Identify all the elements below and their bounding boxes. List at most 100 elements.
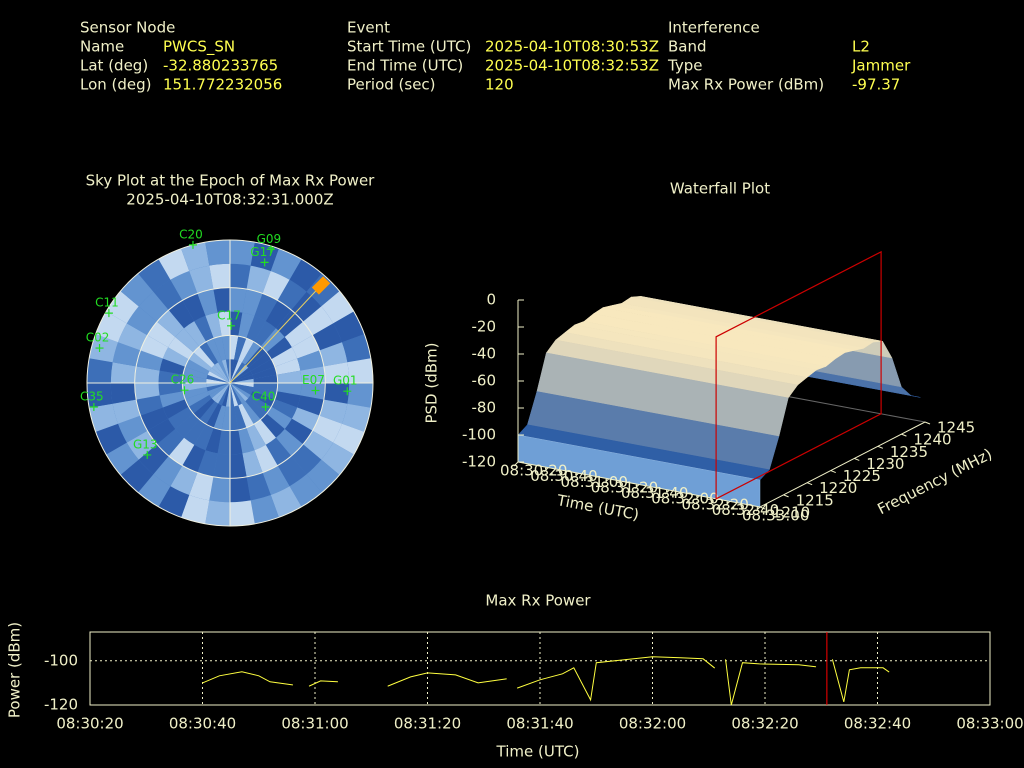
jammer-bearing	[229, 285, 322, 384]
sky-texture	[158, 248, 190, 280]
sky-texture	[252, 366, 277, 379]
sky-texture	[182, 383, 207, 392]
y-tick	[806, 482, 813, 486]
sky-texture	[260, 413, 285, 438]
sky-texture	[183, 366, 208, 379]
z-tick-label: -100	[462, 426, 496, 444]
sky-texture	[159, 358, 186, 375]
z-tick-label: -20	[472, 318, 497, 336]
sky-texture	[230, 371, 253, 383]
sky-texture	[230, 311, 243, 337]
sky-texture	[342, 334, 371, 363]
sky-texture	[230, 500, 255, 526]
satellite	[89, 403, 98, 412]
sky-texture	[276, 429, 303, 456]
y-tick	[901, 433, 907, 437]
y-axis	[759, 421, 926, 508]
sky-texture	[271, 347, 298, 367]
field-label: Lat (deg)	[80, 57, 148, 75]
sky-texture	[246, 472, 271, 501]
chart-subtitle: 2025-04-10T08:32:31.000Z	[126, 191, 333, 209]
sky-texture	[270, 248, 302, 280]
sky-texture	[214, 383, 230, 404]
sky-texture	[234, 405, 247, 430]
y-tick-label: 1225	[843, 467, 881, 485]
sky-texture	[225, 383, 230, 407]
sky-texture	[303, 430, 334, 460]
sky-texture	[181, 242, 210, 271]
sky-texture	[140, 335, 169, 359]
field-value: -97.37	[852, 76, 900, 94]
sky-texture	[140, 407, 169, 431]
sky-texture	[168, 300, 195, 329]
field-value: 151.772232056	[163, 76, 282, 94]
sky-texture	[205, 240, 230, 266]
sky-texture	[246, 315, 266, 342]
satellite	[266, 245, 275, 254]
z-tick-label: -80	[472, 399, 497, 417]
sky-texture	[168, 437, 195, 466]
satellite	[143, 450, 152, 459]
sky-texture	[217, 311, 230, 337]
sky-texture	[153, 456, 183, 487]
y-tick-label: 1220	[819, 479, 857, 497]
sky-texture	[183, 387, 208, 400]
y-tick	[877, 445, 884, 449]
field-value: Jammer	[851, 57, 911, 75]
sky-texture	[214, 362, 230, 383]
sky-texture	[266, 337, 292, 360]
x-tick	[634, 484, 640, 489]
sky-texture	[333, 311, 365, 343]
sky-texture	[253, 419, 276, 445]
sky-texture	[211, 364, 230, 383]
sky-texture	[182, 444, 206, 473]
satellite-label: G17	[250, 245, 275, 259]
y-tick-label: 1240	[913, 431, 951, 449]
sky-texture	[118, 323, 148, 351]
sky-texture	[230, 383, 251, 399]
sky-texture	[230, 476, 251, 503]
chart-title: Waterfall Plot	[670, 180, 770, 198]
sky-texture	[260, 328, 285, 353]
sky-texture	[209, 263, 230, 290]
sky-texture	[207, 371, 230, 383]
sky-texture	[238, 312, 255, 339]
sky-texture	[230, 378, 254, 383]
sky-texture	[175, 413, 200, 438]
sky-texture	[157, 429, 184, 456]
sky-texture	[206, 383, 230, 392]
sky-texture	[181, 495, 210, 524]
sky-texture	[262, 271, 290, 301]
field-value: -32.880233765	[163, 57, 278, 75]
field-label: Band	[668, 38, 707, 56]
sky-texture	[136, 395, 163, 416]
sky-texture	[277, 456, 307, 487]
field-value: L2	[852, 38, 870, 56]
sky-texture	[246, 424, 266, 451]
satellite-label: G09	[257, 232, 282, 246]
z-tick-label: -120	[462, 453, 496, 471]
sky-texture	[277, 279, 307, 310]
sky-texture	[300, 383, 326, 400]
sky-texture	[158, 370, 184, 383]
y-tick-label: -100	[44, 651, 78, 669]
sky-texture	[189, 472, 214, 501]
sky-texture	[241, 341, 261, 365]
sky-texture	[147, 321, 176, 348]
epoch-marker	[715, 250, 882, 500]
sky-texture	[245, 398, 267, 420]
sky-texture	[205, 427, 222, 454]
field-label: End Time (UTC)	[347, 57, 463, 75]
sky-texture	[319, 399, 348, 424]
sky-texture	[188, 352, 212, 372]
sky-texture	[248, 352, 272, 372]
satellite	[260, 258, 269, 267]
sky-texture	[230, 383, 253, 395]
sky-texture	[120, 459, 154, 493]
sky-texture	[230, 360, 242, 383]
sky-texture	[205, 500, 230, 526]
sky-texture	[206, 378, 230, 383]
chart-title: Sky Plot at the Epoch of Max Rx Power	[86, 172, 376, 190]
sky-texture	[300, 366, 326, 383]
